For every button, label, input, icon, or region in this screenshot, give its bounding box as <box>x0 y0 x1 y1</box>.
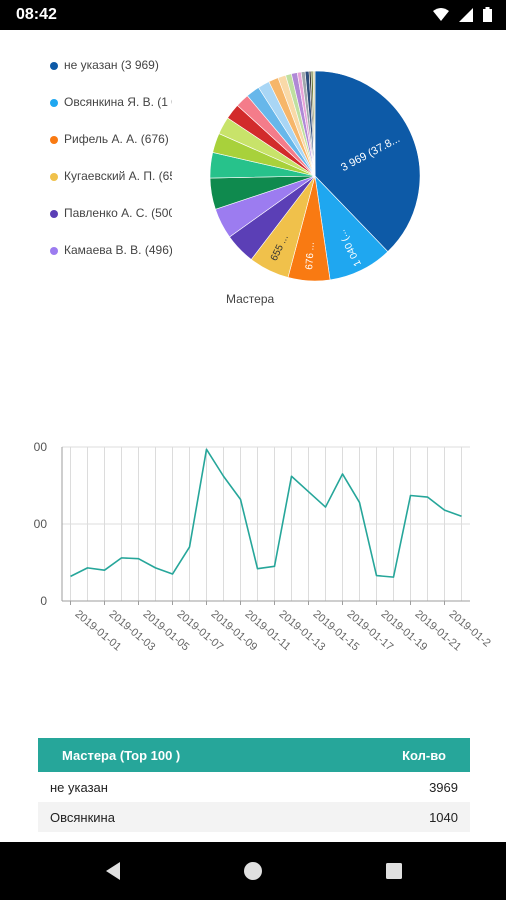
pie-legend: не указан (3 969) Овсянкина Я. В. (1 040)… <box>50 54 172 276</box>
legend-label: Кугаевский А. П. (655) <box>64 169 172 183</box>
legend-dot <box>50 136 58 144</box>
legend-dot <box>50 173 58 181</box>
legend-label: Павленко А. С. (500) <box>64 206 172 220</box>
legend-dot <box>50 62 58 70</box>
signal-icon <box>459 7 473 22</box>
table-body: не указан 3969 Овсянкина 1040 Рифель 676 <box>38 772 470 842</box>
status-icons <box>433 7 492 22</box>
legend-label: не указан (3 969) <box>64 58 159 72</box>
legend-item[interactable]: не указан (3 969) <box>50 54 172 91</box>
legend-label: Камаева В. В. (496) <box>64 243 172 257</box>
legend-dot <box>50 247 58 255</box>
cell-name: Овсянкина <box>50 810 115 825</box>
status-bar: 08:42 <box>0 0 506 30</box>
table-row[interactable]: Рифель 676 <box>38 832 470 842</box>
cell-count: 3969 <box>429 780 458 795</box>
masters-table: Мастера (Top 100 ) Кол-во не указан 3969 О… <box>38 738 470 842</box>
content[interactable]: не указан (3 969) Овсянкина Я. В. (1 040)… <box>0 30 506 842</box>
status-time: 08:42 <box>16 6 57 23</box>
line-chart[interactable]: 0 00 00 2019-01-01 2019-01-03 2019-01-05 2019-… <box>0 405 506 685</box>
y-tick-label: 00 <box>34 517 48 531</box>
y-tick-label: 00 <box>34 440 48 454</box>
legend-dot <box>50 210 58 218</box>
pie-chart[interactable]: 3 969 (37.8... 1 040 (... 676 ... 655 ... <box>205 66 425 286</box>
legend-item[interactable]: Камаева В. В. (496) <box>50 239 172 276</box>
cell-name: не указан <box>50 780 108 795</box>
legend-label: Овсянкина Я. В. (1 040) <box>64 95 172 109</box>
cell-name: Рифель <box>50 840 98 842</box>
legend-item[interactable]: Овсянкина Я. В. (1 040) <box>50 91 172 128</box>
legend-item[interactable]: Павленко А. С. (500) <box>50 202 172 239</box>
line-svg[interactable]: 000002019-01-012019-01-032019-01-052019-… <box>0 405 506 685</box>
legend-label: Рифель А. А. (676) <box>64 132 169 146</box>
header-count[interactable]: Кол-во <box>402 748 446 763</box>
cell-count: 1040 <box>429 810 458 825</box>
pie-caption: Мастера <box>226 292 275 306</box>
table-header: Мастера (Top 100 ) Кол-во <box>38 738 470 772</box>
legend-dot <box>50 99 58 107</box>
pie-svg[interactable]: 3 969 (37.8...1 040 (...676 ...655 ... <box>205 66 425 286</box>
y-tick-label: 0 <box>40 594 47 608</box>
pie-slice[interactable] <box>314 70 421 253</box>
header-masters[interactable]: Мастера (Top 100 ) <box>62 748 181 763</box>
table-row[interactable]: не указан 3969 <box>38 772 470 802</box>
recents-icon[interactable] <box>383 860 405 882</box>
pie-slice[interactable] <box>312 70 316 177</box>
wifi-icon <box>433 7 449 21</box>
back-icon[interactable] <box>103 860 125 882</box>
table-row[interactable]: Овсянкина 1040 <box>38 802 470 832</box>
home-icon[interactable] <box>242 860 264 882</box>
pie-slice-label: 676 ... <box>304 242 317 270</box>
series-line[interactable] <box>70 448 462 578</box>
battery-icon <box>483 7 492 22</box>
nav-bar <box>0 842 506 900</box>
legend-item[interactable]: Рифель А. А. (676) <box>50 128 172 165</box>
cell-count: 676 <box>436 840 458 842</box>
legend-item[interactable]: Кугаевский А. П. (655) <box>50 165 172 202</box>
